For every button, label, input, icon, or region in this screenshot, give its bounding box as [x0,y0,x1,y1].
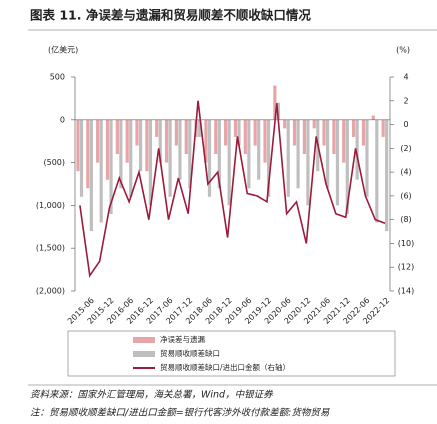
legend-label: 贸易顺收顺差缺口/进出口金额（右轴） [160,362,290,372]
bar [89,119,93,232]
bar [227,119,231,206]
y-tick-label: (1,000) [36,201,65,210]
bar [164,119,169,163]
bar [204,119,208,163]
bar [198,119,202,137]
bar [86,119,90,189]
bar [96,119,100,163]
bar [306,119,310,206]
legend-swatch [133,351,155,357]
note: 注：贸易顺收顺差缺口/进出口金额=银行代客涉外收付款差额:货物贸易 [30,407,330,419]
bar [145,119,149,172]
chart-title: 图表 11. 净误差与遗漏和贸易顺差不顺收缺口情况 [30,8,311,23]
bar [214,119,218,155]
bar [342,119,346,163]
y-tick-label: (1,500) [36,244,65,253]
bar [345,119,349,214]
y2-tick-label: 0 [403,120,408,129]
bar [99,119,103,223]
y2-tick-label: 4 [403,73,408,82]
y2-tick-label: (6) [400,191,411,200]
bar [371,115,375,120]
legend-box [67,330,396,377]
bar [115,119,119,155]
y-tick-label: 500 [50,73,65,82]
legend-swatch [133,337,155,343]
bar [224,119,228,146]
legend-label: 净误差与遗漏 [160,334,205,344]
line-series [79,100,386,278]
bar [105,119,110,180]
bar [243,119,247,155]
bar [184,119,188,155]
bar [263,119,267,163]
bar [207,119,212,197]
bar [125,119,129,163]
bar [276,102,280,120]
bar [168,119,172,197]
bar [188,119,192,189]
bar [253,119,257,146]
bar [129,119,133,197]
bar [273,85,277,120]
y-tick-label: (2,000) [36,287,65,296]
bar [296,119,300,189]
y2-tick-label: (2) [400,144,411,153]
y2-tick-label: (8) [400,215,411,224]
bar [302,119,306,155]
bar [385,119,389,232]
bar [283,119,287,129]
y2-tick-label: (4) [400,168,411,177]
y2-axis-label: (%) [396,46,410,55]
bar [217,119,221,189]
bar [326,119,330,189]
bar [266,119,271,197]
bar [174,119,179,146]
y2-tick-label: (14) [398,287,414,296]
bar [322,119,326,146]
bar [158,119,162,163]
bar [155,119,159,137]
bar [237,119,241,146]
bar [361,119,366,146]
bar [335,119,340,206]
y-axis-label: (亿美元) [48,45,78,55]
bar [352,119,356,137]
bar [257,119,261,180]
bar [135,119,139,146]
legend-label: 贸易顺收顺差缺口 [160,348,220,358]
bar [375,119,379,223]
bar [355,119,359,180]
bar [138,119,143,172]
bar [79,119,84,197]
bar [76,119,80,172]
bar [148,119,153,206]
bar [312,119,316,129]
source: 资料来源：国家外汇管理局，海关总署，Wind，中银证券 [30,389,274,401]
y2-tick-label: (12) [398,263,414,272]
bar [178,119,182,180]
bar [233,119,238,137]
y2-tick-label: (10) [398,239,414,248]
bar [381,119,385,137]
bar [286,119,290,197]
bar [247,119,251,189]
y2-tick-label: 2 [403,96,408,105]
y-tick-label: 0 [60,115,65,124]
bar [365,119,369,197]
y-tick-label: (500) [43,158,65,167]
bar [332,119,336,155]
bar [109,119,113,214]
bar [292,119,297,146]
bar [119,119,123,189]
